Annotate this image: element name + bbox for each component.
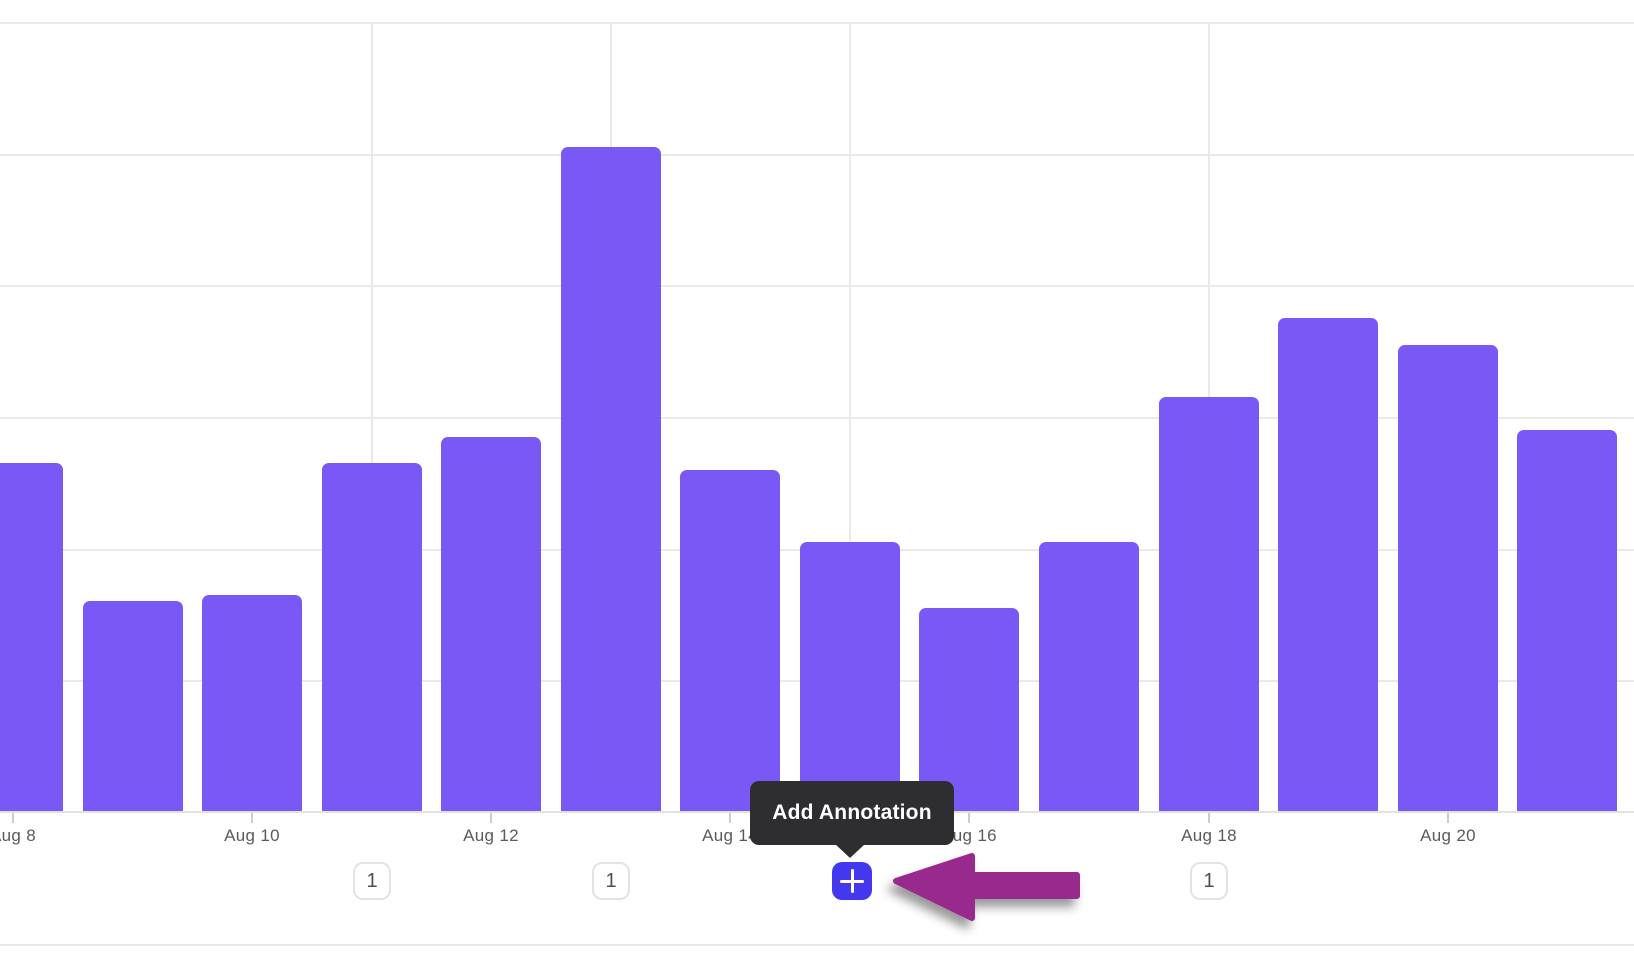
x-axis-label: Aug 12	[463, 826, 519, 845]
bar-aug-15[interactable]	[800, 542, 900, 812]
x-axis-tick	[251, 813, 253, 823]
plus-icon	[850, 869, 854, 893]
x-axis-label: Aug 16	[941, 826, 997, 845]
add-annotation-tooltip-label: Add Annotation	[772, 801, 932, 824]
annotation-badge-aug-18[interactable]: 1	[1190, 862, 1228, 900]
x-axis-tick	[729, 813, 731, 823]
left-arrow-icon	[893, 853, 1080, 921]
bar-aug-17[interactable]	[1039, 542, 1139, 812]
annotation-badge-aug-13[interactable]: 1	[592, 862, 630, 900]
x-axis-tick	[1208, 813, 1210, 823]
bar-aug-12[interactable]	[441, 437, 541, 812]
bar-aug-19[interactable]	[1278, 318, 1378, 812]
annotation-badge-aug-11[interactable]: 1	[353, 862, 391, 900]
bar-aug-11[interactable]	[322, 463, 422, 812]
x-axis-label: Aug 14	[702, 826, 758, 845]
add-annotation-button[interactable]	[832, 862, 872, 900]
bar-aug-9[interactable]	[83, 601, 183, 812]
x-axis-tick	[968, 813, 970, 823]
bar-aug-14[interactable]	[680, 470, 780, 812]
bar-aug-8[interactable]	[0, 463, 63, 812]
x-axis-tick	[1447, 813, 1449, 823]
gridline	[0, 154, 1634, 156]
bar-aug-20[interactable]	[1398, 345, 1498, 812]
x-axis-label: Aug 18	[1181, 826, 1237, 845]
add-annotation-tooltip: Add Annotation	[750, 781, 954, 845]
x-axis-tick	[12, 813, 14, 823]
annotation-date-line	[849, 22, 851, 812]
tooltip-caret	[835, 844, 865, 858]
bar-aug-16[interactable]	[919, 608, 1019, 812]
x-axis-label: Aug 8	[0, 826, 36, 845]
panel-separator	[0, 944, 1634, 946]
bar-aug-13[interactable]	[561, 147, 661, 812]
gridline	[0, 417, 1634, 419]
bar-aug-10[interactable]	[202, 595, 302, 812]
bar-aug-21[interactable]	[1517, 430, 1617, 812]
annotation-date-line	[371, 22, 373, 812]
x-axis-tick	[490, 813, 492, 823]
x-axis-label: Aug 20	[1420, 826, 1476, 845]
gridline	[0, 285, 1634, 287]
gridline	[0, 22, 1634, 24]
x-axis-label: Aug 10	[224, 826, 280, 845]
bar-aug-18[interactable]	[1159, 397, 1259, 812]
